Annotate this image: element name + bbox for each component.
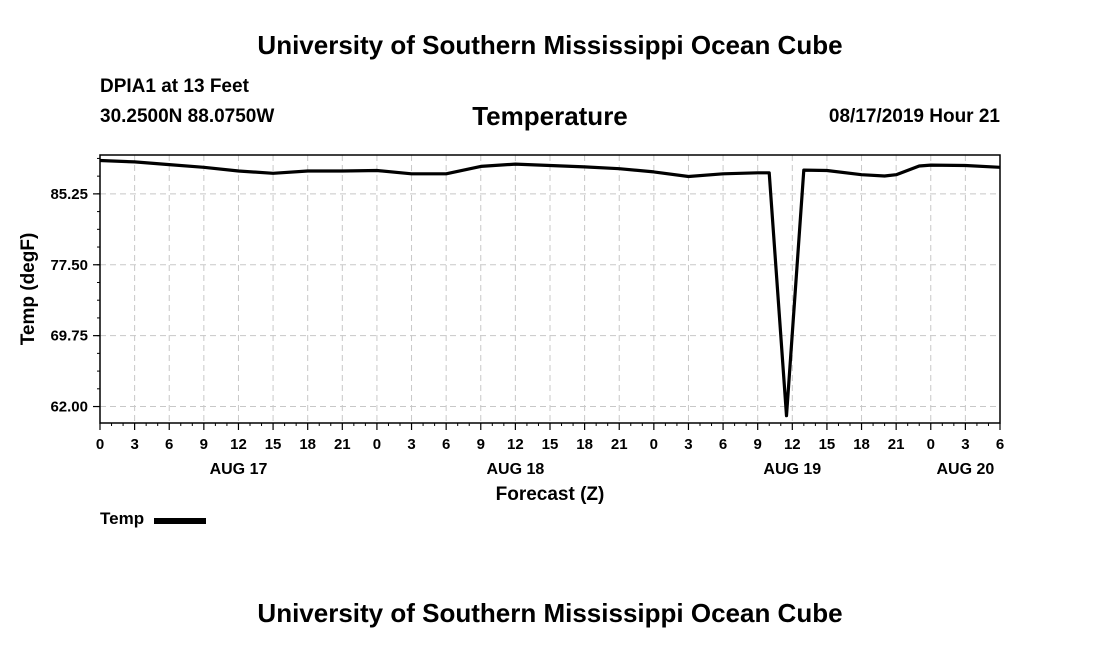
x-tick-label: 6 [442,436,450,453]
x-tick-label: 3 [130,436,138,453]
x-tick-label: 18 [576,436,593,453]
y-axis-label: Temp (degF) [18,233,39,346]
chart-title-top: University of Southern Mississippi Ocean… [257,30,843,60]
station-coords: 30.2500N 88.0750W [100,106,275,127]
y-tick-label: 85.25 [50,186,88,203]
grid-lines [100,155,1000,423]
y-tick-label: 69.75 [50,328,88,345]
x-tick-label: 0 [927,436,935,453]
legend-line-swatch [154,518,207,524]
y-tick-label: 77.50 [50,257,88,274]
x-tick-label: 15 [265,436,282,453]
series-line-temp [99,158,1001,418]
x-tick-label: 15 [542,436,559,453]
forecast-datetime: 08/17/2019 Hour 21 [828,106,1000,127]
x-axis-label: Forecast (Z) [496,484,605,505]
date-label: AUG 17 [210,461,268,478]
x-tick-label: 15 [819,436,836,453]
date-label: AUG 20 [936,461,994,478]
x-tick-label: 3 [961,436,969,453]
x-tick-label: 12 [507,436,524,453]
x-tick-label: 6 [165,436,173,453]
x-tick-label: 3 [407,436,415,453]
x-tick-label: 18 [853,436,870,453]
legend: Temp [100,509,207,529]
axis-ticks [93,157,1001,430]
series-layer [99,158,1001,418]
x-tick-label: 6 [996,436,1004,453]
x-tick-label: 0 [373,436,381,453]
x-tick-label: 21 [888,436,905,453]
x-tick-label: 18 [299,436,316,453]
x-tick-label: 6 [719,436,727,453]
legend-label: Temp [100,509,145,528]
x-tick-label: 21 [611,436,628,453]
date-label: AUG 18 [486,461,544,478]
x-tick-label: 21 [334,436,351,453]
x-tick-label: 12 [784,436,801,453]
x-tick-label: 9 [754,436,762,453]
plot-frame [99,154,1001,424]
date-label: AUG 19 [763,461,821,478]
station-label: DPIA1 at 13 Feet [100,76,249,97]
x-tick-label: 9 [477,436,485,453]
y-tick-label: 62.00 [50,399,88,416]
chart-title-bottom: University of Southern Mississippi Ocean… [257,598,843,628]
x-tick-label: 3 [684,436,692,453]
variable-title: Temperature [472,101,628,131]
x-tick-label: 12 [230,436,247,453]
x-tick-label: 0 [650,436,658,453]
axis-labels: 0 3 6 9 12 15 18 21 0 3 6 9 12 15 18 21 0 3 6 9 12 15 18 21 0 3 6 6… [50,186,1004,478]
x-tick-label: 9 [200,436,208,453]
x-tick-label: 0 [96,436,104,453]
